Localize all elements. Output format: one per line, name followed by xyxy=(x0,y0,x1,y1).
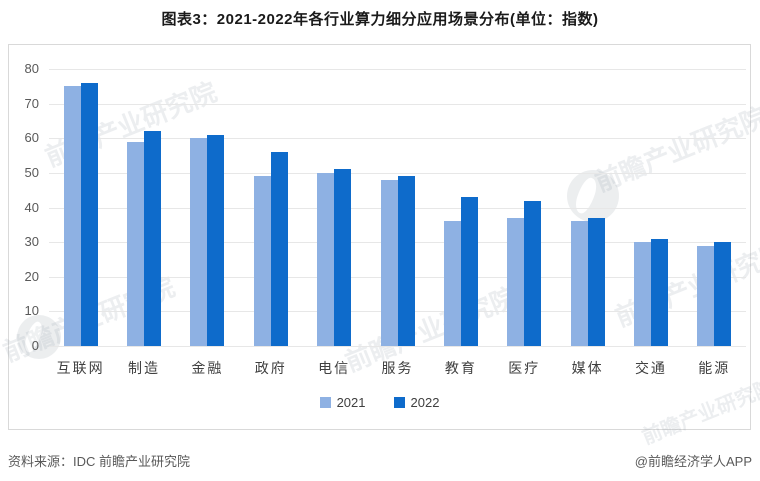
bar-2021-医疗 xyxy=(507,217,525,346)
bar-2022-教育 xyxy=(460,197,478,346)
gridline-60 xyxy=(49,138,746,140)
watermark-text: 前瞻产业研究院 xyxy=(610,236,760,333)
bar-2021-制造 xyxy=(127,141,145,346)
y-tick-label: 80 xyxy=(24,61,39,76)
bar-2022-金融 xyxy=(207,134,225,346)
x-category-label: 医疗 xyxy=(508,360,541,376)
gridline-80 xyxy=(49,69,746,70)
y-tick-label: 40 xyxy=(24,199,39,215)
bar-2022-能源 xyxy=(714,242,732,346)
bar-2021-金融 xyxy=(190,138,208,346)
legend: 2021 2022 xyxy=(9,395,750,410)
gridline-0 xyxy=(49,346,746,347)
watermark-logo-icon xyxy=(567,170,619,222)
bar-2022-政府 xyxy=(270,152,288,346)
bar-2022-互联网 xyxy=(80,82,98,346)
x-category-label: 服务 xyxy=(381,360,414,376)
plot-area: 前瞻产业研究院 前瞻产业研究院 前瞻产业研究院 前瞻产业研究院 前瞻产业研究院 … xyxy=(0,44,760,449)
source-note: 资料来源：IDC 前瞻产业研究院 xyxy=(8,454,191,469)
y-tick-label: 50 xyxy=(24,164,39,180)
gridline-70 xyxy=(49,103,746,105)
legend-swatch-2021 xyxy=(319,397,331,408)
x-category-label: 政府 xyxy=(254,360,287,376)
chart-title: 图表3：2021-2022年各行业算力细分应用场景分布(单位：指数) xyxy=(161,11,599,28)
legend-label: 2021 xyxy=(336,395,366,410)
y-tick-label: 0 xyxy=(31,338,39,353)
x-category-label: 制造 xyxy=(128,360,161,376)
x-category-label: 电信 xyxy=(318,360,351,376)
bar-2021-政府 xyxy=(253,176,271,346)
bar-2022-电信 xyxy=(334,169,352,346)
x-category-label: 金融 xyxy=(191,360,224,376)
x-category-label: 交通 xyxy=(634,360,667,376)
x-category-label: 互联网 xyxy=(56,360,105,376)
x-category-label: 媒体 xyxy=(571,360,604,376)
legend-item-2022: 2022 xyxy=(393,395,440,410)
y-tick-label: 60 xyxy=(24,130,39,146)
y-tick-label: 30 xyxy=(24,234,39,250)
watermark-text: 前瞻产业研究院 xyxy=(590,101,760,198)
bar-2022-服务 xyxy=(397,176,415,346)
bar-2022-媒体 xyxy=(587,217,605,346)
y-tick-label: 20 xyxy=(24,268,39,284)
bar-2021-能源 xyxy=(697,245,715,346)
gridline-50 xyxy=(49,172,746,174)
bar-2021-服务 xyxy=(380,179,398,346)
x-category-label: 能源 xyxy=(698,360,731,376)
bar-2021-电信 xyxy=(317,172,335,346)
bar-2022-医疗 xyxy=(524,200,542,346)
legend-label: 2022 xyxy=(410,395,440,410)
credit-note: @前瞻经济学人APP xyxy=(634,454,752,469)
y-tick-label: 70 xyxy=(24,95,39,111)
bar-2021-互联网 xyxy=(63,86,81,346)
watermark-text: 前瞻产业研究院 xyxy=(639,376,760,449)
bar-2022-制造 xyxy=(144,131,162,346)
bar-2022-交通 xyxy=(650,238,668,346)
bar-2021-教育 xyxy=(443,221,461,346)
legend-item-2021: 2021 xyxy=(319,395,366,410)
bar-2021-交通 xyxy=(633,242,651,346)
legend-swatch-2022 xyxy=(393,397,405,408)
x-category-label: 教育 xyxy=(444,360,477,376)
y-tick-label: 10 xyxy=(24,303,39,319)
bar-2021-媒体 xyxy=(570,221,588,346)
